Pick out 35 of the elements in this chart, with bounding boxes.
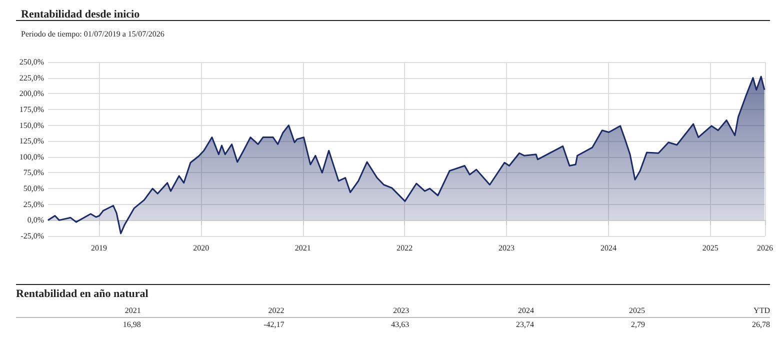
text: 43,63 [391,320,410,329]
y-tick-label: 50,0% [23,184,44,194]
y-tick-label: 0,0% [27,216,44,225]
x-tick-label: 2023 [498,244,514,252]
chart-subtitle: Periodo de tiempo: 01/07/2019 a 15/07/2026 [21,30,164,38]
y-tick-label: 100,0% [19,152,44,162]
category-label: 2022 [140,304,284,318]
text: Rentabilidad en año natural [16,284,770,300]
y-tick-label: 25,0% [23,200,44,209]
x-tick-label: 2026 [757,244,773,252]
category-label: 2025 [534,304,646,318]
text: 2,79 [631,320,646,329]
text: -42,17 [264,320,284,329]
category-label: 2023 [284,304,410,318]
x-tick-label: 2025 [702,244,718,252]
category-label: YTD [645,304,770,318]
text: 16,98 [122,320,141,329]
y-tick-label: 150,0% [19,120,44,130]
x-tick-label: 2021 [294,244,311,252]
y-tick-label: 200,0% [19,89,44,98]
y-tick-label: 75,0% [23,168,44,178]
y-tick-label: 250,0% [19,58,44,66]
y-tick-label: 225,0% [19,73,44,82]
chart-title: Rentabilidad desde inicio [21,8,140,20]
y-tick-label: 125,0% [19,136,44,146]
category-label: 2021 [16,304,141,318]
y-tick-label: -25,0% [20,232,44,240]
x-tick-label: 2020 [193,244,210,252]
x-tick-label: 2022 [396,244,413,252]
text: 26,78 [752,320,770,329]
x-tick-label: 2019 [91,244,108,252]
y-tick-label: 175,0% [19,104,44,114]
category-label: 2024 [409,304,534,318]
text: 23,74 [516,320,534,329]
x-tick-label: 2024 [600,244,617,252]
